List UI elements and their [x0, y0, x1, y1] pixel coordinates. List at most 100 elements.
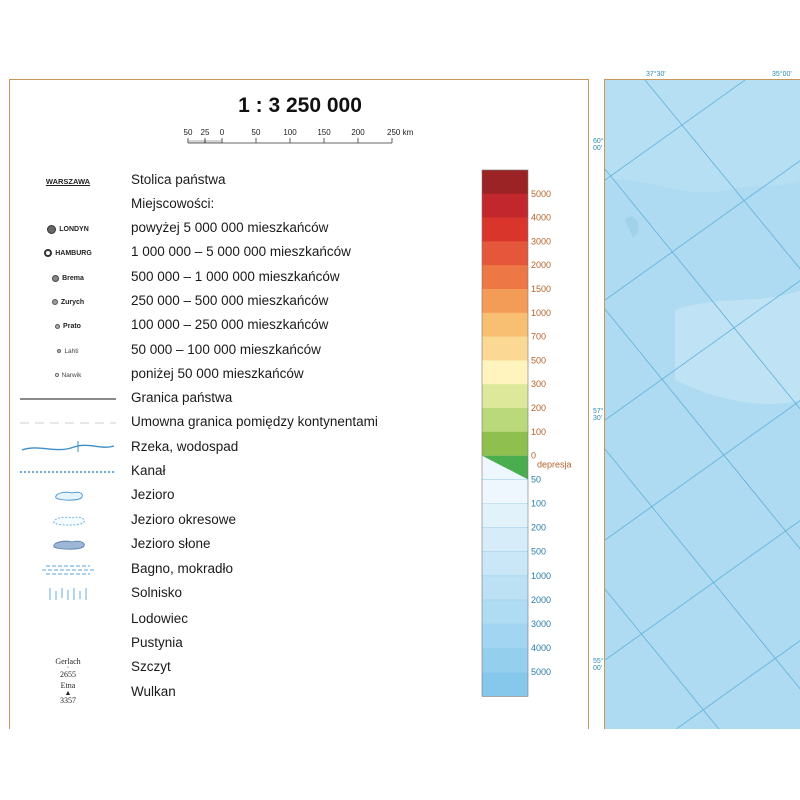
- scale-tick-label: 25: [201, 128, 210, 137]
- salt-lake-icon: [53, 540, 85, 550]
- color-bar-sea-segment: [482, 599, 528, 625]
- line-label: Solnisko: [131, 585, 183, 600]
- city-name: HAMBURG: [55, 249, 92, 257]
- canal-symbol: [18, 462, 118, 482]
- depth-tick-label: 4000: [531, 643, 551, 653]
- seasonal-lake-symbol: [18, 511, 118, 531]
- city-dot-icon: [51, 299, 58, 305]
- coord-deg: 57°: [593, 408, 604, 415]
- coord-min: 00': [593, 665, 603, 672]
- color-bar-land-segment: [482, 241, 528, 266]
- country-border-symbol: [18, 389, 118, 409]
- elevation-tick-label: 700: [531, 332, 546, 342]
- line-label: Kanał: [131, 463, 166, 478]
- peak-name: Gerlach: [55, 657, 81, 666]
- river-symbol: [18, 438, 118, 458]
- scale-tick-label: 100: [283, 128, 297, 137]
- coord-left-2: 55° 00': [593, 658, 604, 672]
- peak-label: Szczyt: [131, 659, 171, 674]
- peak-dot-icon: ·: [66, 663, 70, 672]
- coord-min: 30': [593, 415, 603, 422]
- peak-height: 2655: [59, 670, 76, 679]
- color-bar-sea-segment: [482, 479, 528, 504]
- depth-tick-label: 5000: [531, 667, 551, 677]
- coord-deg: 60°: [593, 138, 604, 145]
- city-name: Brema: [62, 274, 84, 282]
- city-label: 1 000 000 – 5 000 000 mieszkańców: [131, 244, 351, 259]
- continent-border-symbol: [18, 413, 118, 433]
- city-label: poniżej 50 000 mieszkańców: [131, 366, 304, 381]
- city-name: Zurych: [60, 298, 85, 306]
- peak-symbol: Gerlach · 2655: [18, 656, 118, 680]
- line-label: Rzeka, wodospad: [131, 439, 239, 454]
- line-label: Lodowiec: [131, 611, 189, 626]
- scale-tick-label: 50: [252, 128, 261, 137]
- capital-symbol-text: WARSZAWA: [45, 176, 91, 186]
- salt-flat-icon: [49, 588, 87, 600]
- line-label: Jezioro: [131, 487, 175, 502]
- elevation-tick-label: 3000: [531, 236, 551, 246]
- continent-border-icon: [20, 422, 116, 424]
- swamp-symbol: [18, 560, 118, 580]
- coord-deg: 55°: [593, 658, 604, 665]
- elevation-tick-label: 500: [531, 355, 546, 365]
- city-dot-icon: [52, 274, 60, 282]
- volcano-triangle-icon: ▲: [64, 689, 72, 697]
- color-bar-sea-segment: [482, 551, 528, 577]
- line-label: Granica państwa: [131, 390, 233, 405]
- color-bar-land-segment: [482, 170, 528, 195]
- city-label: powyżej 5 000 000 mieszkańców: [131, 220, 329, 235]
- volcano-height: 3357: [60, 696, 76, 705]
- line-label: Umowna granica pomiędzy kontynentami: [131, 414, 378, 429]
- scale-title: 1 : 3 250 000: [238, 94, 362, 117]
- city-symbol-brema: Brema: [18, 268, 118, 288]
- city-symbol-londyn: LONDYN: [18, 219, 118, 239]
- city-label: 100 000 – 250 000 mieszkańców: [131, 317, 329, 332]
- elevation-tick-label: 1500: [531, 284, 551, 294]
- color-bar-land-segment: [482, 312, 528, 337]
- volcano-name: Etna: [60, 681, 76, 690]
- city-name: Narwik: [61, 371, 82, 379]
- elevation-tick-label: 200: [531, 403, 546, 413]
- elevation-tick-label: 5000: [531, 189, 551, 199]
- city-dot-icon: [47, 224, 57, 234]
- depth-tick-label: 3000: [531, 619, 551, 629]
- color-bar-sea-segment: [482, 648, 528, 673]
- scale-tick-label: 200: [351, 128, 365, 137]
- elevation-color-bar: 5000400030002000150010007005003002001000…: [481, 169, 572, 697]
- city-name: LONDYN: [59, 225, 89, 233]
- map-graticule: [605, 80, 800, 729]
- color-bar-sea-segment: [482, 624, 528, 649]
- elevation-tick-label: 1000: [531, 308, 551, 318]
- depth-tick-label: 500: [531, 547, 546, 557]
- color-bar-land-segment: [482, 336, 528, 361]
- city-dot-icon: [55, 323, 61, 329]
- color-bar-depression-segment: [482, 455, 528, 480]
- canal-icon: [20, 471, 116, 473]
- scale-tick-label: 50: [184, 128, 193, 137]
- line-label: Jezioro słone: [131, 536, 211, 551]
- color-bar-land-segment: [482, 217, 528, 242]
- color-bar-land-segment: [482, 193, 528, 218]
- capital-symbol: WARSZAWA: [18, 171, 118, 191]
- elevation-tick-label: 4000: [531, 213, 551, 223]
- salt-flat-symbol: [18, 584, 118, 604]
- city-label: 500 000 – 1 000 000 mieszkańców: [131, 269, 340, 284]
- river-waterfall-icon: [21, 441, 115, 452]
- city-name: Prato: [63, 322, 81, 330]
- city-label: 250 000 – 500 000 mieszkańców: [131, 293, 329, 308]
- depth-tick-label: 50: [531, 474, 541, 484]
- city-dot-icon: [54, 373, 59, 377]
- color-bar-land-segment: [482, 408, 528, 433]
- city-symbol-lahti: Lahti: [18, 341, 118, 361]
- seasonal-lake-icon: [53, 516, 85, 526]
- city-dot-icon: [57, 349, 62, 353]
- color-bar-land-segment: [482, 431, 528, 456]
- scale-bar: 50 25 0 50 100 150 200 250 km: [184, 128, 414, 144]
- coord-left-0: 60° 00': [593, 138, 604, 152]
- scale-tick-label: 150: [317, 128, 331, 137]
- depth-tick-label: 200: [531, 523, 546, 533]
- depression-label: depresja: [537, 460, 572, 470]
- color-bar-land-segment: [482, 360, 528, 385]
- map-panel: [604, 79, 800, 729]
